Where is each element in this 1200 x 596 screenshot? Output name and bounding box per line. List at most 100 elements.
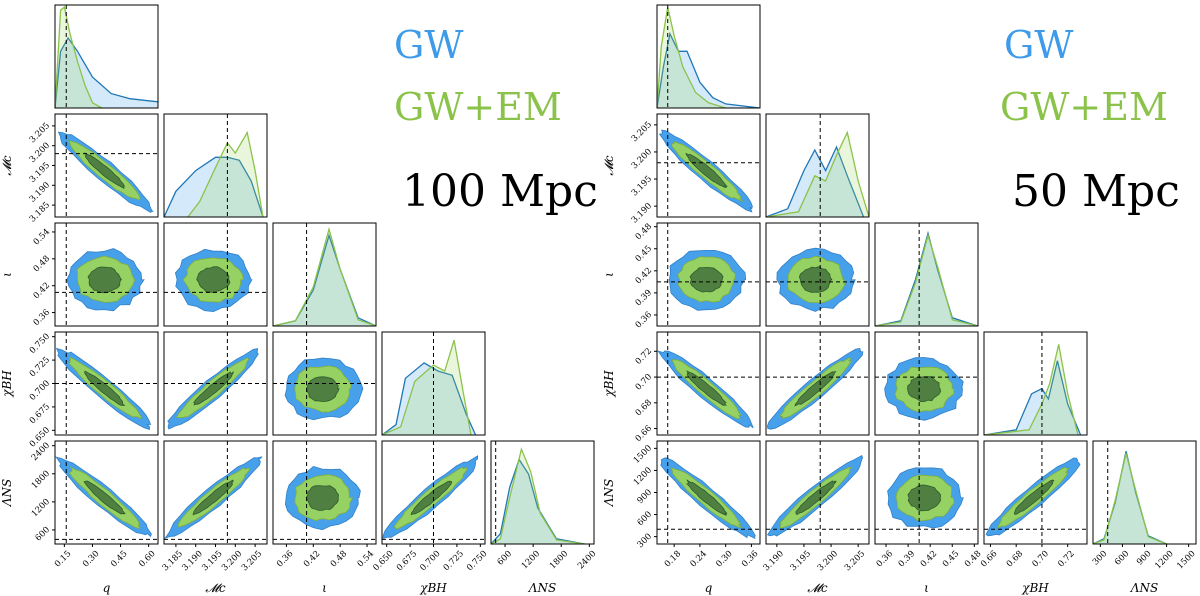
x-tick-label-Mc: 3.185 (161, 549, 185, 573)
panel-iota-vs-Mc (765, 222, 870, 327)
contour-level-2 (410, 480, 453, 516)
y-tick-label-chiBH: 0.725 (28, 355, 52, 379)
x-axis-label-LambdaNS: ΛNS (528, 581, 556, 595)
contour-gw-LambdaNS-chiBH (382, 455, 478, 539)
panel-Mc-vs-Mc (765, 113, 870, 218)
contour-level-2 (798, 266, 833, 293)
axis-frame (874, 331, 979, 436)
panel-LambdaNS-vs-LambdaNS: 300 600 900 1200 1500 ΛNS (1091, 440, 1198, 595)
contour-gw-LambdaNS-q (55, 456, 152, 538)
x-tick-label-chiBH: 0.66 (979, 549, 999, 569)
x-tick-label-LambdaNS: 1800 (548, 549, 570, 571)
marginal-line-em-Mc (187, 130, 264, 217)
marginal-fill-em-Mc (187, 132, 264, 217)
y-tick-label-LambdaNS: 900 (636, 488, 655, 507)
x-tick-label-chiBH: 0.700 (418, 549, 442, 573)
contour-level-2 (193, 371, 234, 406)
panel-chiBH-vs-q: 0.66 0.68 0.70 0.72 χBH (602, 331, 761, 444)
x-tick-label-q: 0.30 (714, 549, 734, 569)
y-tick-label-Mc: 3.190 (28, 180, 52, 204)
panel-q-vs-q (54, 4, 159, 109)
x-tick-label-LambdaNS: 600 (1113, 549, 1132, 568)
panel-q-vs-q (656, 4, 761, 109)
y-tick-label-Mc: 3.190 (630, 201, 654, 225)
marginal-fill-em-LambdaNS (491, 449, 585, 544)
contour-gw-Mc-q (658, 129, 753, 213)
y-axis-label-chiBH: χBH (0, 370, 14, 398)
x-tick-label-chiBH: 0.68 (1005, 549, 1025, 569)
y-tick-label-chiBH: 0.70 (634, 372, 654, 392)
marginal-line-em-Mc (766, 130, 869, 217)
panel-iota-vs-q: 0.360.390.420.450.48ι (602, 222, 761, 330)
marginal-fill-gw-LambdaNS (1093, 451, 1167, 544)
contour-gw-chiBH-Mc (766, 348, 864, 430)
y-tick-label-chiBH: 0.66 (634, 424, 654, 444)
panel-chiBH-vs-chiBH (983, 331, 1088, 436)
contour-gw-chiBH-q (55, 347, 152, 431)
contour-level-2 (795, 480, 837, 515)
x-tick-label-q: 0.30 (81, 549, 101, 569)
marginal-line-em-chiBH (382, 340, 472, 435)
x-tick-label-chiBH: 0.750 (465, 549, 489, 573)
contour-gw-LambdaNS-Mc (767, 455, 864, 537)
panel-LambdaNS-vs-chiBH: 0.650 0.675 0.700 0.725 0.750 χBH (371, 440, 489, 595)
panel-LambdaNS-vs-iota: 0.36 0.42 0.48 0.54ι (272, 440, 377, 595)
marginal-line-em-q (55, 5, 103, 108)
y-tick-label-iota: 0.36 (32, 308, 52, 328)
marginal-line-gw-Mc (164, 156, 264, 217)
panel-LambdaNS-vs-Mc: 3.190 3.195 3.200 3.205 𝓜c (762, 440, 870, 595)
axis-frame (54, 440, 159, 545)
y-tick-label-Mc: 3.195 (630, 174, 654, 198)
contour-level-2 (192, 479, 234, 516)
contour-gw-chiBH-q (657, 350, 754, 429)
marginal-line-gw-Mc (766, 145, 865, 217)
x-tick-label-iota: 0.42 (919, 549, 939, 569)
x-tick-label-q: 0.36 (740, 549, 760, 569)
corner-left: 3.1853.1903.1953.2003.205𝓜c0.360.420.480… (0, 4, 598, 595)
y-axis-label-LambdaNS: ΛNS (0, 479, 14, 507)
axis-frame (765, 113, 870, 218)
contour-gw-LambdaNS-Mc (164, 456, 263, 539)
marginal-line-em-LambdaNS (491, 447, 585, 544)
axis-frame (163, 113, 268, 218)
x-tick-label-chiBH: 0.70 (1031, 549, 1051, 569)
contour-level-2 (686, 370, 728, 406)
marginal-fill-em-Mc (766, 132, 869, 217)
x-tick-label-iota: 0.45 (941, 549, 961, 569)
contour-level-2 (84, 370, 126, 406)
contour-gw-LambdaNS-iota (887, 467, 964, 529)
axis-frame (272, 440, 377, 545)
y-tick-label-chiBH: 0.675 (28, 402, 52, 426)
axis-frame (656, 113, 761, 218)
y-axis-label-Mc: 𝓜c (602, 155, 616, 175)
x-tick-label-Mc: 3.195 (789, 549, 813, 573)
x-tick-label-LambdaNS: 600 (496, 549, 515, 568)
marginal-fill-gw-Mc (164, 157, 264, 217)
y-tick-label-LambdaNS: 300 (636, 532, 655, 551)
y-tick-label-Mc: 3.200 (28, 141, 52, 165)
axis-frame (54, 222, 159, 327)
axis-frame (765, 331, 870, 436)
x-tick-label-q: 0.15 (53, 549, 73, 569)
x-tick-label-Mc: 3.190 (762, 549, 786, 573)
panel-iota-vs-Mc (163, 222, 268, 327)
contour-gw-Mc-q (57, 131, 154, 213)
legend-gw-left: GW (394, 23, 463, 67)
axis-frame (656, 331, 761, 436)
marginal-line-em-iota (875, 233, 978, 326)
y-tick-label-Mc: 3.195 (28, 161, 52, 185)
distance-label-left: 100 Mpc (402, 166, 598, 217)
x-tick-label-chiBH: 0.675 (395, 549, 419, 573)
marginal-line-em-chiBH (984, 344, 1079, 435)
contour-gw-iota-Mc (174, 248, 253, 313)
y-tick-label-Mc: 3.205 (28, 121, 52, 145)
y-tick-label-chiBH: 0.72 (634, 346, 654, 366)
marginal-fill-em-iota (875, 235, 978, 326)
axis-frame (272, 222, 377, 327)
x-axis-label-chiBH: χBH (419, 581, 447, 595)
contour-gw-chiBH-iota (884, 357, 964, 421)
x-tick-label-q: 0.18 (663, 549, 683, 569)
